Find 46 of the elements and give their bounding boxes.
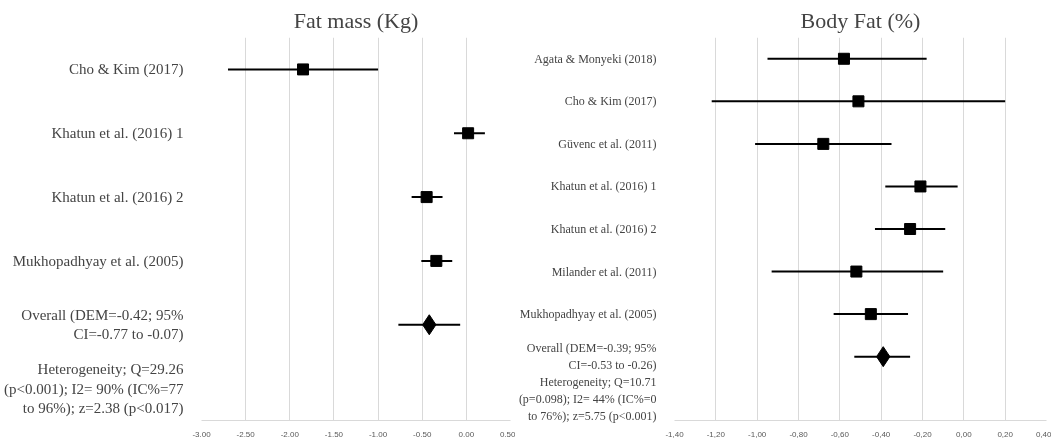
x-tick-label: -1,00: [748, 429, 767, 439]
x-tick-label: -2.50: [236, 429, 256, 439]
y-tick-label: Agata & Monyeki (2018): [534, 51, 657, 66]
y-tick-label: Khatun et al. (2016) 1: [550, 179, 657, 194]
x-tick-label: 0.50: [499, 429, 517, 439]
x-tick-label: -0.50: [413, 429, 432, 439]
chart-title: Body Fat (%): [800, 7, 921, 33]
y-tick-label: Khatun et al. (2016) 1: [51, 125, 184, 143]
x-tick-label: -1,40: [665, 429, 685, 439]
y-tick-label: Heterogeneity; Q=29.26 (p<0.001); I2= 90% (IC%=77 to 96%); z=2.38 (p<0.017): [3, 361, 184, 417]
point: [817, 137, 830, 150]
point: [904, 223, 917, 235]
y-tick-label: Mukhopadhyay et al. (2005): [519, 307, 657, 322]
point: [864, 308, 877, 321]
chart-title: Fat mass (Kg): [293, 7, 419, 33]
y-tick-label: Cho & Kim (2017): [68, 61, 184, 79]
x-tick-label: -1,20: [706, 429, 726, 439]
x-tick-label: -2.00: [280, 429, 300, 439]
x-tick-label: 0,20: [997, 429, 1014, 439]
x-tick-label: -0,40: [872, 429, 891, 439]
x-tick-label: -0,60: [830, 429, 850, 439]
y-tick-label: Overall (DEM=-0.42; 95% CI=-0.77 to -0.07): [21, 307, 184, 344]
x-tick-label: -0,80: [789, 429, 809, 439]
x-tick-label: -0,20: [913, 429, 933, 439]
x-tick-label: -1.50: [324, 429, 344, 439]
y-tick-label: Heterogeneity; Q=10.71 (p=0.098); I2= 44% (IC%=0 to 76%); z=5.75 (p<0.001): [518, 375, 657, 424]
x-tick-label: -3.00: [192, 429, 212, 439]
x-tick-label: -1.00: [368, 429, 388, 439]
point: [420, 191, 433, 204]
y-tick-label: Mukhopadhyay et al. (2005): [12, 252, 184, 270]
y-tick-label: Overall (DEM=-0.39; 95% CI=-0.53 to -0.26): [526, 341, 657, 373]
point: [850, 265, 863, 278]
point: [430, 254, 443, 267]
point: [914, 180, 927, 193]
point: [297, 63, 310, 76]
y-tick-label: Cho & Kim (2017): [564, 94, 657, 109]
point: [837, 52, 850, 65]
point: [462, 127, 475, 140]
y-tick-label: Milander et al. (2011): [551, 264, 657, 279]
y-tick-label: Güvenc et al. (2011): [558, 136, 657, 151]
x-tick-label: 0,00: [956, 429, 973, 439]
y-tick-label: Khatun et al. (2016) 2: [550, 222, 657, 236]
point: [852, 95, 865, 108]
x-tick-label: 0,40: [1035, 429, 1051, 439]
y-tick-label: Khatun et al. (2016) 2: [51, 189, 184, 207]
x-tick-label: 0.00: [458, 429, 475, 439]
